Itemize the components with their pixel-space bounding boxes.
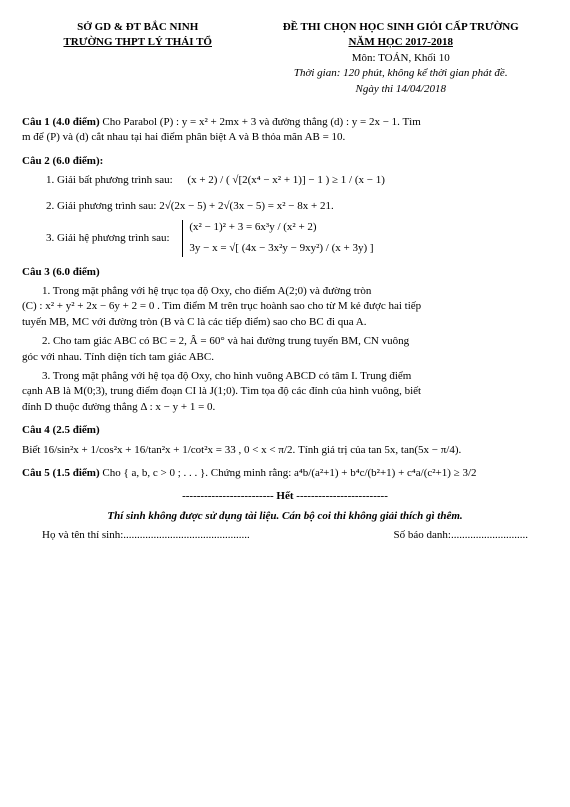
q3-p3b: cạnh AB là M(0;3), trung điểm đoạn CI là… — [22, 384, 548, 399]
question-4: Câu 4 (2.5 điểm) Biết 16/sin²x + 1/cos²x… — [22, 423, 548, 458]
exam-title-1: ĐỀ THI CHỌN HỌC SINH GIỎI CẤP TRƯỜNG — [253, 20, 548, 35]
exam-title-2: NĂM HỌC 2017-2018 — [253, 35, 548, 50]
exam-subject: Môn: TOÁN, Khối 10 — [253, 51, 548, 66]
q3-p1a: 1. Trong mặt phẳng với hệ trục tọa độ Ox… — [22, 284, 548, 299]
q2-p2-eq: 2√(2x − 5) + 2√(3x − 5) = x² − 8x + 21. — [159, 200, 334, 212]
q3-p1c: tuyến MB, MC với đường tròn (B và C là c… — [22, 315, 548, 330]
q2-label: Câu 2 (6.0 điểm): — [22, 154, 548, 169]
question-1: Câu 1 (4.0 điểm) Cho Parabol (P) : y = x… — [22, 115, 548, 146]
footer-fields: Họ và tên thí sinh:.....................… — [22, 528, 548, 543]
q2-p1-eq: (x + 2) / ( √[2(x⁴ − x² + 1)] − 1 ) ≥ 1 … — [187, 174, 384, 186]
footer-separator: ------------------------- Hết ----------… — [22, 489, 548, 504]
q1-text-b: m để (P) và (d) cắt nhau tại hai điểm ph… — [22, 130, 548, 145]
footer-note: Thí sinh không được sử dụng tài liệu. Cá… — [22, 509, 548, 524]
q5-eq: a⁴b/(a²+1) + b⁴c/(b²+1) + c⁴a/(c²+1) ≥ 3… — [294, 467, 476, 479]
q2-part1: 1. Giải bất phương trình sau: (x + 2) / … — [46, 173, 548, 188]
q4-line-a: Biết — [22, 444, 43, 456]
q5-label: Câu 5 (1.5 điểm) — [22, 467, 100, 479]
q2-p2-label: 2. Giải phương trình sau: — [46, 200, 159, 212]
ministry-line: SỞ GD & ĐT BẮC NINH — [22, 20, 253, 35]
q3-p2b: góc với nhau. Tính diện tích tam giác AB… — [22, 350, 548, 365]
q3-label: Câu 3 (6.0 điểm) — [22, 265, 548, 280]
q1-text-a: Cho Parabol (P) : y = x² + 2mx + 3 và đư… — [100, 116, 421, 128]
q2-part3: 3. Giải hệ phương trình sau: (x² − 1)² +… — [46, 220, 548, 257]
exam-duration: Thời gian: 120 phút, không kể thời gian … — [253, 66, 548, 81]
q3-p1b: (C) : x² + y² + 2x − 6y + 2 = 0 . Tìm đi… — [22, 299, 548, 314]
header-right: ĐỀ THI CHỌN HỌC SINH GIỎI CẤP TRƯỜNG NĂM… — [253, 20, 548, 97]
candidate-name-field: Họ và tên thí sinh:.....................… — [42, 528, 250, 543]
question-3: Câu 3 (6.0 điểm) 1. Trong mặt phẳng với … — [22, 265, 548, 416]
q2-p3-eq1: (x² − 1)² + 3 = 6x³y / (x² + 2) — [189, 220, 373, 235]
q1-label: Câu 1 (4.0 điểm) — [22, 116, 100, 128]
q3-p3c: đỉnh D thuộc đường thẳng Δ : x − y + 1 =… — [22, 400, 548, 415]
q5-cond: Cho { a, b, c > 0 ; . . . } — [100, 467, 206, 479]
q5-text: . Chứng minh rằng: — [205, 467, 294, 479]
candidate-id-field: Số báo danh:............................ — [394, 528, 528, 543]
q2-p1-label: 1. Giải bất phương trình sau: — [46, 174, 173, 186]
q2-p3-label: 3. Giải hệ phương trình sau: — [46, 232, 170, 244]
q2-p3-eq2: 3y − x = √[ (4x − 3x²y − 9xy²) / (x + 3y… — [189, 241, 373, 256]
question-5: Câu 5 (1.5 điểm) Cho { a, b, c > 0 ; . .… — [22, 466, 548, 481]
q4-eq: 16/sin²x + 1/cos²x + 16/tan²x + 1/cot²x … — [43, 444, 292, 456]
q4-body: Biết 16/sin²x + 1/cos²x + 16/tan²x + 1/c… — [22, 443, 548, 458]
exam-date: Ngày thi 14/04/2018 — [253, 82, 548, 97]
q4-line-b: . Tính giá trị của tan 5x, tan(5x − π/4)… — [292, 444, 461, 456]
header-left: SỞ GD & ĐT BẮC NINH TRƯỜNG THPT LÝ THÁI … — [22, 20, 253, 97]
q2-p3-system: (x² − 1)² + 3 = 6x³y / (x² + 2) 3y − x =… — [182, 220, 373, 257]
school-line: TRƯỜNG THPT LÝ THÁI TỔ — [22, 35, 253, 50]
document-header: SỞ GD & ĐT BẮC NINH TRƯỜNG THPT LÝ THÁI … — [22, 20, 548, 97]
q2-part2: 2. Giải phương trình sau: 2√(2x − 5) + 2… — [46, 199, 548, 214]
q3-p2a: 2. Cho tam giác ABC có BC = 2, Â = 60° v… — [22, 334, 548, 349]
question-2: Câu 2 (6.0 điểm): 1. Giải bất phương trì… — [22, 154, 548, 257]
q3-p3a: 3. Trong mặt phẳng với hệ tọa độ Oxy, ch… — [22, 369, 548, 384]
q4-label: Câu 4 (2.5 điểm) — [22, 423, 548, 438]
